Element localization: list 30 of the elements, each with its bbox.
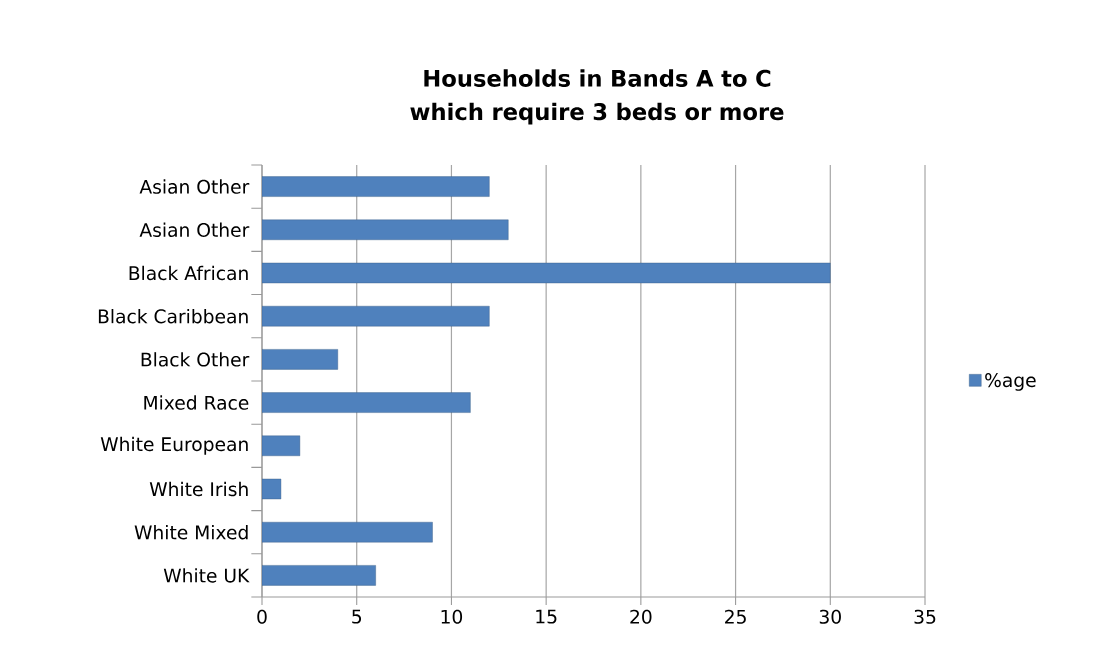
bar: [262, 176, 490, 197]
bar: [262, 522, 433, 543]
bar: [262, 392, 471, 413]
y-tick-label: Black African: [129, 265, 248, 281]
x-tick-label: 15: [536, 609, 557, 624]
bar: [262, 349, 338, 370]
chart-title: Households in Bands A to C which require 3 beds or more: [410, 69, 784, 125]
y-tick-label: Asian Other: [139, 222, 250, 238]
y-tick-label: Black Caribbean: [98, 308, 248, 324]
x-tick-label: 5: [352, 609, 362, 624]
bar: [262, 305, 490, 327]
bar: [262, 435, 301, 456]
y-tick-label: Black Other: [141, 352, 250, 367]
x-tick-label: 10: [441, 609, 463, 624]
y-tick-label: White Mixed: [134, 524, 248, 540]
x-tick-label: 25: [725, 609, 746, 624]
y-tick-label: Asian Other: [139, 179, 250, 194]
bar: [262, 478, 282, 500]
x-tick-label: 35: [914, 609, 936, 624]
x-tick-label: 30: [819, 609, 841, 624]
bar: [262, 219, 509, 240]
y-tick-label: White European: [100, 436, 248, 455]
x-tick-label: 20: [630, 609, 652, 624]
x-tick-label: 0: [257, 609, 267, 624]
bar: [262, 262, 831, 284]
bar: [262, 565, 376, 586]
y-tick-label: Mixed Race: [144, 395, 249, 410]
y-tick-label: White Irish: [149, 481, 248, 497]
y-tick-label: White UK: [163, 568, 250, 583]
legend-label: %age: [985, 373, 1036, 391]
